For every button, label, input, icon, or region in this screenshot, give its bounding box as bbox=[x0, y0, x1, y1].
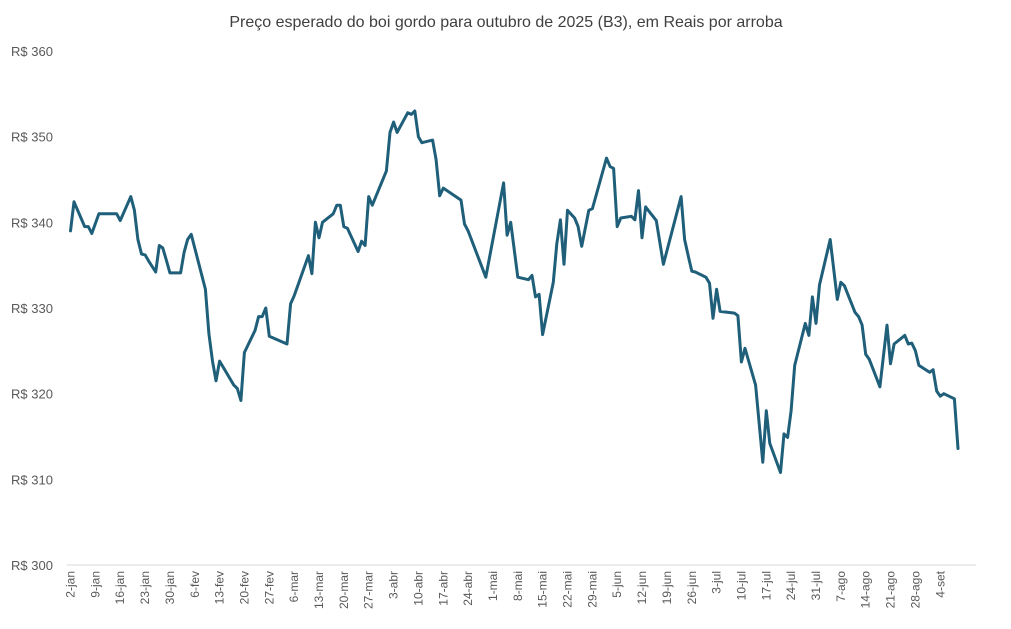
x-tick-label: 1-mai bbox=[486, 571, 500, 601]
y-tick-label: R$ 350 bbox=[11, 130, 53, 145]
x-tick-label: 23-jan bbox=[138, 571, 152, 604]
x-tick-label: 27-mar bbox=[362, 571, 376, 609]
x-tick-label: 17-jul bbox=[759, 571, 773, 600]
x-tick-label: 21-ago bbox=[884, 571, 898, 609]
x-tick-label: 17-abr bbox=[436, 571, 450, 606]
x-tick-label: 2-jan bbox=[64, 571, 78, 598]
y-tick-label: R$ 310 bbox=[11, 472, 53, 487]
x-tick-label: 19-jun bbox=[660, 571, 674, 604]
x-tick-label: 26-jun bbox=[685, 571, 699, 604]
y-tick-label: R$ 360 bbox=[11, 44, 53, 59]
x-tick-label: 14-ago bbox=[859, 571, 873, 609]
x-tick-label: 4-set bbox=[933, 570, 947, 597]
x-tick-label: 28-ago bbox=[908, 571, 922, 609]
x-tick-label: 24-abr bbox=[461, 571, 475, 606]
x-tick-label: 15-mai bbox=[536, 571, 550, 608]
x-tick-label: 20-fev bbox=[237, 571, 251, 604]
x-tick-label: 5-jun bbox=[610, 571, 624, 598]
y-tick-label: R$ 300 bbox=[11, 558, 53, 573]
x-tick-label: 9-jan bbox=[88, 571, 102, 598]
x-tick-label: 31-jul bbox=[809, 571, 823, 600]
x-tick-label: 12-jun bbox=[635, 571, 649, 604]
x-tick-label: 16-jan bbox=[113, 571, 127, 604]
chart-title: Preço esperado do boi gordo para outubro… bbox=[229, 14, 782, 31]
x-tick-label: 10-jul bbox=[734, 571, 748, 600]
y-tick-label: R$ 340 bbox=[11, 215, 53, 230]
x-tick-label: 3-jul bbox=[710, 571, 724, 594]
x-axis: 2-jan 9-jan 16-jan 23-jan 30-jan 6-fev 13-fev 2… bbox=[64, 570, 948, 609]
x-tick-label: 13-mar bbox=[312, 571, 326, 609]
x-tick-label: 30-jan bbox=[163, 571, 177, 604]
x-tick-label: 8-mai bbox=[511, 571, 525, 601]
x-tick-label: 13-fev bbox=[213, 571, 227, 604]
x-tick-label: 7-ago bbox=[834, 571, 848, 602]
y-tick-label: R$ 330 bbox=[11, 301, 53, 316]
y-axis: R$ 300 R$ 310 R$ 320 R$ 330 R$ 340 R$ 350 R$ 3… bbox=[11, 44, 53, 573]
x-tick-label: 6-fev bbox=[188, 571, 202, 598]
x-tick-label: 3-abr bbox=[387, 571, 401, 599]
x-tick-label: 10-abr bbox=[411, 571, 425, 606]
x-tick-label: 27-fev bbox=[262, 571, 276, 604]
x-tick-label: 22-mai bbox=[561, 571, 575, 608]
y-tick-label: R$ 320 bbox=[11, 387, 53, 402]
x-tick-label: 6-mar bbox=[287, 571, 301, 602]
price-series-line bbox=[69, 109, 960, 474]
x-tick-label: 24-jul bbox=[784, 571, 798, 600]
x-tick-label: 29-mai bbox=[585, 571, 599, 608]
x-tick-label: 20-mar bbox=[337, 571, 351, 609]
